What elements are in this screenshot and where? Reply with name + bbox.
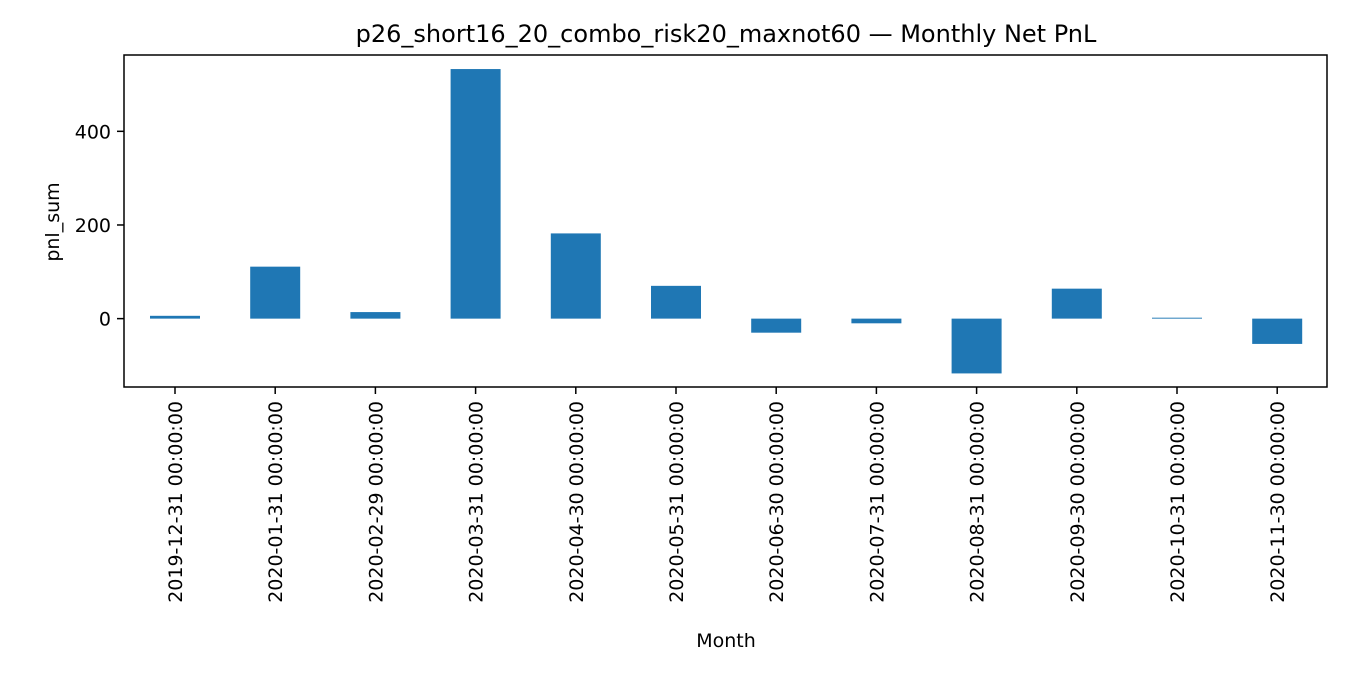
x-tick-label: 2020-03-31 00:00:00 <box>466 401 488 603</box>
x-tick-label: 2020-11-30 00:00:00 <box>1267 401 1289 603</box>
x-tick-label: 2020-04-30 00:00:00 <box>566 401 588 603</box>
y-axis-ticks: 0 200 400 <box>75 121 124 331</box>
x-tick-label: 2020-09-30 00:00:00 <box>1067 401 1089 603</box>
bar <box>1051 288 1102 319</box>
x-tick-label: 2019-12-31 00:00:00 <box>165 401 187 603</box>
bar <box>250 266 301 319</box>
x-tick-label: 2020-05-31 00:00:00 <box>666 401 688 603</box>
bar <box>851 318 902 324</box>
y-tick-label: 200 <box>75 215 111 237</box>
bars-group <box>150 69 1303 374</box>
y-tick-label: 0 <box>99 309 111 331</box>
x-tick-label: 2020-07-31 00:00:00 <box>866 401 888 603</box>
bar <box>150 315 200 319</box>
y-axis-label: pnl_sum <box>42 182 64 261</box>
plot-frame <box>123 54 1328 388</box>
x-axis-ticks: 2019-12-31 00:00:00 2020-01-31 00:00:00 20… <box>165 387 1289 603</box>
bar <box>350 312 401 319</box>
x-tick-label: 2020-08-31 00:00:00 <box>967 401 989 603</box>
x-tick-label: 2020-01-31 00:00:00 <box>265 401 287 603</box>
bar <box>550 233 601 319</box>
x-tick-label: 2020-02-29 00:00:00 <box>365 401 387 603</box>
bar <box>450 69 501 319</box>
bar <box>951 318 1002 374</box>
chart-title: p26_short16_20_combo_risk20_maxnot60 — M… <box>356 20 1097 48</box>
x-axis-label: Month <box>696 630 756 652</box>
y-tick-label: 400 <box>75 121 111 143</box>
x-tick-label: 2020-10-31 00:00:00 <box>1167 401 1189 603</box>
bar <box>651 285 701 319</box>
bar <box>751 318 802 333</box>
bar <box>1152 317 1202 319</box>
bar <box>1252 318 1303 344</box>
x-tick-label: 2020-06-30 00:00:00 <box>766 401 788 603</box>
